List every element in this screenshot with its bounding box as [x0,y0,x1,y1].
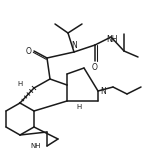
Text: O: O [26,46,32,56]
Text: NH: NH [30,143,41,149]
Text: O: O [92,63,98,72]
Text: N: N [100,86,106,95]
Text: NH: NH [106,35,118,44]
Text: N: N [71,41,77,50]
Text: H: H [18,81,23,87]
Text: H: H [76,104,81,110]
